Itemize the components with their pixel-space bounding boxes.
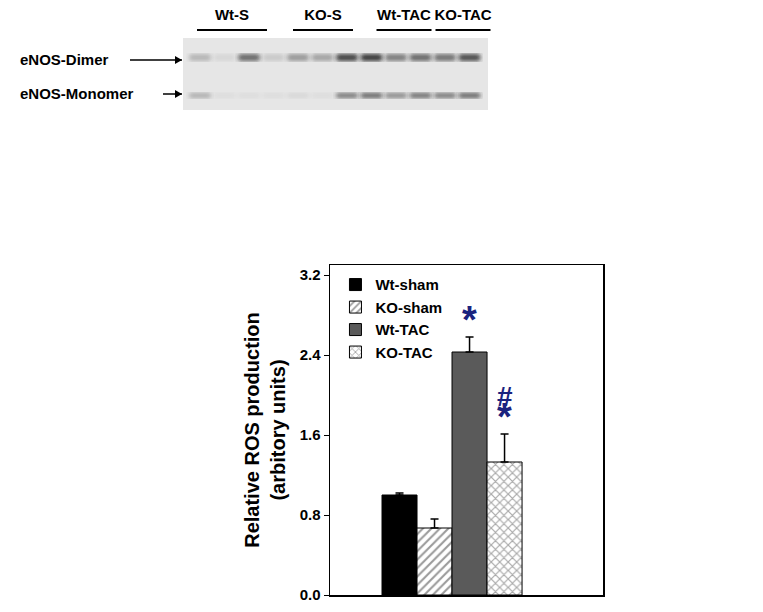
svg-text:*: * — [497, 396, 512, 438]
svg-text:KO-TAC: KO-TAC — [375, 344, 432, 361]
svg-text:eNOS-Dimer: eNOS-Dimer — [20, 51, 109, 68]
svg-text:0.0: 0.0 — [300, 586, 321, 603]
svg-text:Wt-TAC: Wt-TAC — [375, 321, 429, 338]
svg-text:eNOS-Monomer: eNOS-Monomer — [20, 85, 134, 102]
svg-text:KO-sham: KO-sham — [375, 299, 442, 316]
svg-text:*: * — [462, 299, 477, 341]
svg-text:#: # — [497, 381, 513, 412]
svg-text:KO-TAC: KO-TAC — [434, 6, 491, 23]
svg-text:2.4: 2.4 — [300, 346, 322, 363]
svg-text:Wt-S: Wt-S — [215, 6, 249, 23]
svg-text:Relative ROS production(arbito: Relative ROS production(arbitory units) — [241, 312, 289, 548]
svg-text:1.6: 1.6 — [300, 426, 321, 443]
svg-text:Wt-sham: Wt-sham — [375, 276, 438, 293]
svg-text:KO-S: KO-S — [304, 6, 342, 23]
svg-text:3.2: 3.2 — [300, 266, 321, 283]
svg-text:0.8: 0.8 — [300, 506, 321, 523]
svg-text:Wt-TAC: Wt-TAC — [377, 6, 431, 23]
